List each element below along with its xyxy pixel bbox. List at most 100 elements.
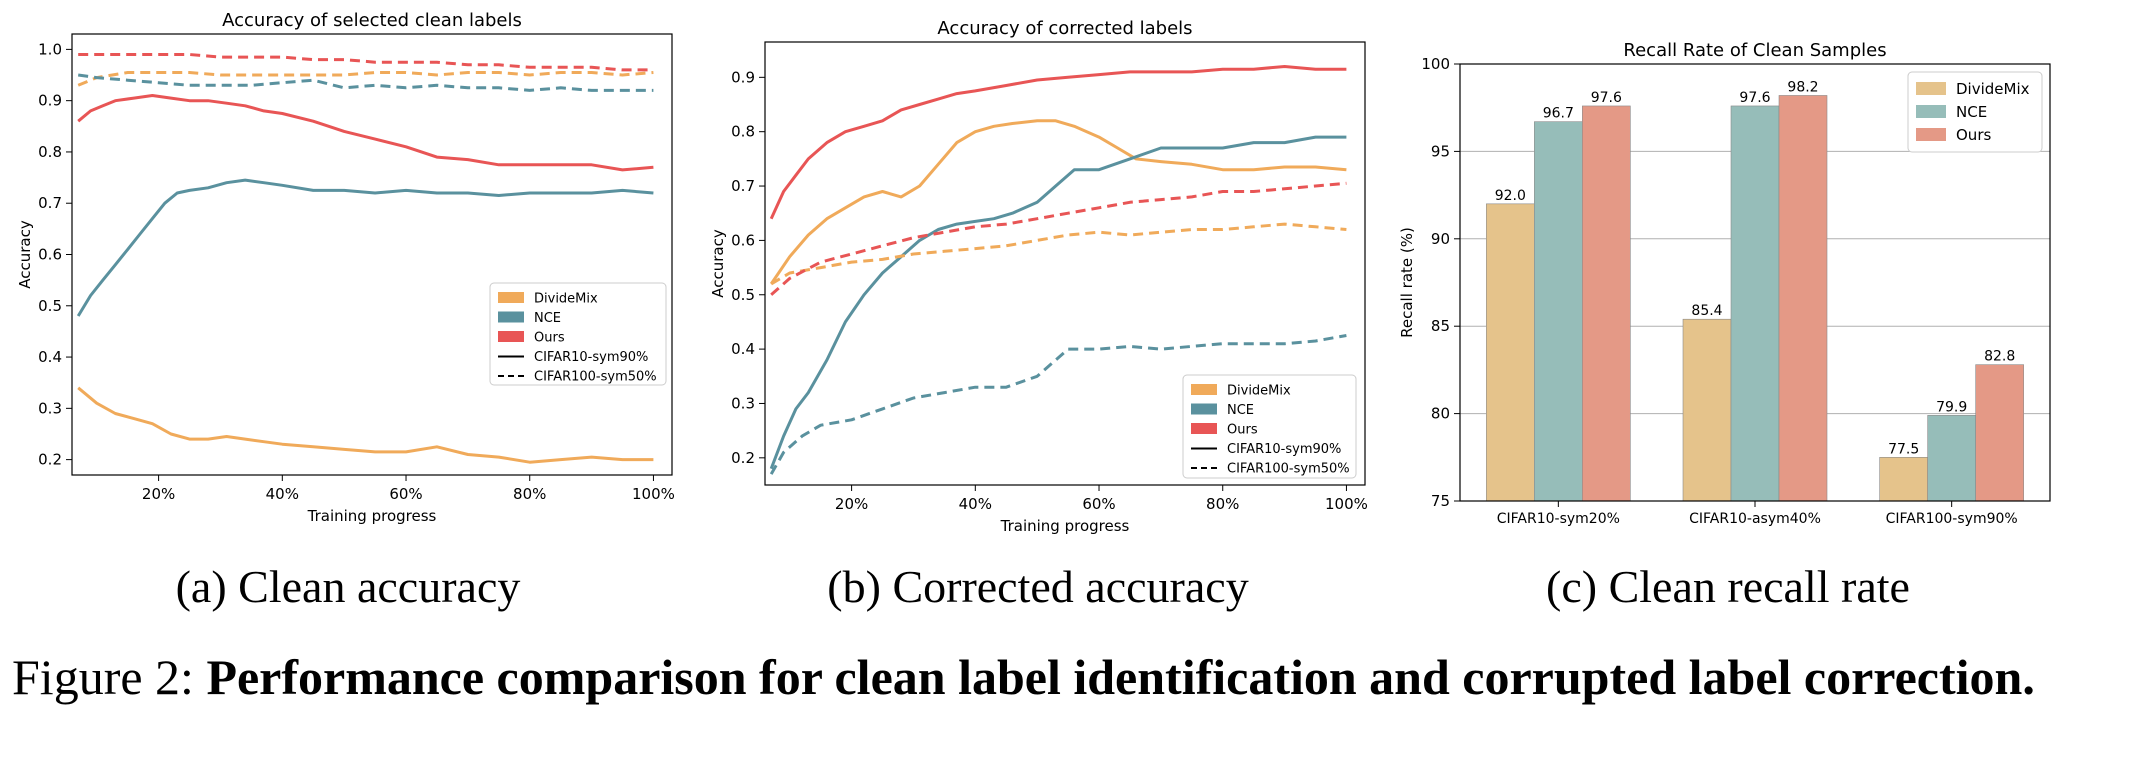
y-axis-label: Accuracy <box>16 220 34 289</box>
y-tick-label: 0.9 <box>731 68 755 86</box>
legend-frame <box>1182 374 1357 479</box>
x-tick-label: CIFAR10-sym20% <box>1497 511 1620 527</box>
y-tick-label: 100 <box>1421 55 1450 73</box>
series-line-ours-dashed <box>770 181 1347 296</box>
y-axis-label: Recall rate (%) <box>1398 227 1416 338</box>
x-tick-label: 60% <box>1082 495 1115 513</box>
y-axis-label: Accuracy <box>709 229 727 298</box>
legend-swatch-ours <box>1191 423 1217 434</box>
x-tick-label: 20% <box>835 495 868 513</box>
bar-value-label: 77.5 <box>1888 441 1919 457</box>
legend-frame <box>489 282 667 386</box>
legend-label-ours: Ours <box>534 331 565 346</box>
bar-ours <box>1778 95 1828 502</box>
bar-dividemix <box>1879 456 1928 502</box>
series-line-ours-solid <box>77 94 654 172</box>
caption-a: (a) Clean accuracy <box>175 561 521 612</box>
y-tick-label: 0.2 <box>731 449 755 467</box>
y-tick-label: 0.8 <box>731 123 755 141</box>
series-line-dividemix-solid <box>77 386 654 464</box>
legend-swatch-nce <box>1191 403 1217 415</box>
y-tick-label: 0.6 <box>38 246 62 264</box>
chart-title: Accuracy of corrected labels <box>937 18 1192 39</box>
bar-nce <box>1730 105 1780 502</box>
bar-value-label: 79.9 <box>1936 399 1967 415</box>
x-tick-label: 40% <box>266 485 299 503</box>
x-axis-label: Training progress <box>1000 517 1130 535</box>
series-line-nce-solid <box>76 178 654 317</box>
y-tick-label: 0.7 <box>731 177 755 195</box>
chart-2: Recall Rate of Clean Samples 75 80 85 90 95 10… <box>1398 40 2051 527</box>
y-tick-label: 0.5 <box>38 297 62 315</box>
bar-value-label: 97.6 <box>1739 90 1770 106</box>
legend-swatch-dividemix <box>1191 384 1217 395</box>
legend-label-ours: Ours <box>1956 126 1991 144</box>
legend-swatch-nce <box>498 311 524 323</box>
legend: DivideMix NCE Ours <box>1907 71 2043 153</box>
series-line-dividemix-dashed <box>77 71 654 87</box>
bar-ours <box>1582 105 1631 502</box>
bar-ours <box>1975 364 2024 502</box>
y-tick-label: 0.3 <box>38 399 62 417</box>
y-tick-label: 0.4 <box>731 340 755 358</box>
legend: DivideMix NCE Ours CIFAR10-sym90% CIFAR100-s… <box>489 282 667 386</box>
x-tick-label: CIFAR10-asym40% <box>1689 511 1821 527</box>
y-tick-label: 1.0 <box>38 40 62 58</box>
bar-value-label: 97.6 <box>1591 90 1622 106</box>
legend-swatch-nce <box>1916 105 1946 118</box>
bar-dividemix <box>1486 203 1535 502</box>
plot-frame <box>764 41 1366 486</box>
bar-value-label: 82.8 <box>1984 349 2015 365</box>
legend-label-ours: Ours <box>1227 423 1258 438</box>
legend-swatch-ours <box>498 331 524 342</box>
legend-label-nce: NCE <box>534 311 561 326</box>
figure-label: Figure 2: <box>12 649 194 705</box>
bar-dividemix <box>1682 318 1732 502</box>
x-tick-label: CIFAR100-sym90% <box>1886 511 2018 527</box>
series-line-dividemix-dashed <box>770 222 1347 286</box>
y-tick-label: 0.7 <box>38 194 62 212</box>
plot-frame <box>71 33 673 476</box>
chart-title: Accuracy of selected clean labels <box>222 10 522 31</box>
caption-c: (c) Clean recall rate <box>1546 561 1910 612</box>
y-tick-label: 0.6 <box>731 231 755 249</box>
y-tick-label: 0.8 <box>38 143 62 161</box>
legend-label-nce: NCE <box>1956 103 1987 121</box>
legend-label-nce: NCE <box>1227 403 1254 418</box>
x-tick-label: 80% <box>513 485 546 503</box>
y-tick-label: 80 <box>1431 405 1450 423</box>
series-line-nce-solid <box>769 135 1347 470</box>
figure-caption: Figure 2: Performance comparison for cle… <box>12 648 2126 706</box>
bar-value-label: 85.4 <box>1691 303 1722 319</box>
plot-frame <box>1459 63 2051 502</box>
x-tick-label: 100% <box>1325 495 1368 513</box>
series-line-ours-solid <box>769 65 1347 220</box>
caption-b: (b) Corrected accuracy <box>827 561 1249 612</box>
legend-swatch-dividemix <box>1916 82 1946 95</box>
legend-swatch-dividemix <box>498 292 524 303</box>
legend-swatch-ours <box>1916 128 1946 141</box>
legend-label-style: CIFAR100-sym50% <box>534 370 657 385</box>
y-tick-label: 0.5 <box>731 286 755 304</box>
x-tick-label: 40% <box>959 495 992 513</box>
y-tick-label: 0.2 <box>38 451 62 469</box>
y-tick-label: 90 <box>1431 230 1450 248</box>
y-tick-label: 0.4 <box>38 348 62 366</box>
legend-label-style: CIFAR10-sym90% <box>534 350 648 365</box>
x-tick-label: 20% <box>142 485 175 503</box>
chart-title: Recall Rate of Clean Samples <box>1623 40 1886 61</box>
series-line-ours-dashed <box>78 53 654 72</box>
x-tick-label: 100% <box>632 485 675 503</box>
y-tick-label: 0.9 <box>38 92 62 110</box>
x-tick-label: 60% <box>389 485 422 503</box>
x-tick-label: 80% <box>1206 495 1239 513</box>
x-axis-label: Training progress <box>307 507 437 525</box>
y-tick-label: 95 <box>1431 142 1450 160</box>
series-line-dividemix-solid <box>769 119 1347 285</box>
legend-label-dividemix: DivideMix <box>1227 384 1291 399</box>
figure-caption-text: Performance comparison for clean label i… <box>206 649 2035 705</box>
series-line-nce-dashed <box>769 334 1347 475</box>
legend-label-style: CIFAR10-sym90% <box>1227 442 1341 457</box>
chart-0: Accuracy of selected clean labels 20% 40% 6… <box>16 10 675 525</box>
